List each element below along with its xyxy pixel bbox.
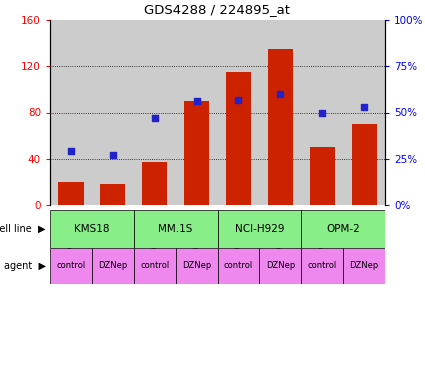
Point: [193, 98, 200, 104]
Text: control: control: [308, 262, 337, 270]
Bar: [351, 124, 377, 205]
Bar: [176, 20, 218, 205]
Point: [277, 91, 284, 97]
Bar: [134, 20, 176, 205]
Point: [361, 104, 368, 110]
Text: KMS18: KMS18: [74, 224, 110, 234]
Text: control: control: [56, 262, 85, 270]
Bar: [50, 248, 92, 284]
Point: [235, 96, 242, 103]
Point: [319, 109, 326, 116]
Bar: [226, 72, 251, 205]
Text: DZNep: DZNep: [182, 262, 211, 270]
Bar: [92, 20, 134, 205]
Bar: [58, 182, 83, 205]
Point: [68, 148, 74, 154]
Bar: [176, 248, 218, 284]
Bar: [301, 210, 385, 248]
Bar: [301, 248, 343, 284]
Bar: [301, 20, 343, 205]
Text: DZNep: DZNep: [349, 262, 379, 270]
Text: DZNep: DZNep: [98, 262, 128, 270]
Bar: [50, 210, 134, 248]
Bar: [343, 248, 385, 284]
Text: OPM-2: OPM-2: [326, 224, 360, 234]
Text: cell line  ▶: cell line ▶: [0, 224, 46, 234]
Bar: [100, 184, 125, 205]
Point: [109, 152, 116, 158]
Bar: [134, 210, 218, 248]
Bar: [134, 248, 176, 284]
Bar: [259, 248, 301, 284]
Bar: [218, 20, 259, 205]
Bar: [92, 248, 134, 284]
Text: control: control: [140, 262, 169, 270]
Text: agent  ▶: agent ▶: [4, 261, 46, 271]
Text: NCI-H929: NCI-H929: [235, 224, 284, 234]
Bar: [184, 101, 209, 205]
Bar: [310, 147, 335, 205]
Bar: [259, 20, 301, 205]
Bar: [343, 20, 385, 205]
Bar: [142, 162, 167, 205]
Title: GDS4288 / 224895_at: GDS4288 / 224895_at: [144, 3, 291, 16]
Bar: [268, 49, 293, 205]
Text: DZNep: DZNep: [266, 262, 295, 270]
Bar: [218, 210, 301, 248]
Bar: [218, 248, 259, 284]
Bar: [50, 20, 92, 205]
Text: MM.1S: MM.1S: [159, 224, 193, 234]
Text: control: control: [224, 262, 253, 270]
Point: [151, 115, 158, 121]
